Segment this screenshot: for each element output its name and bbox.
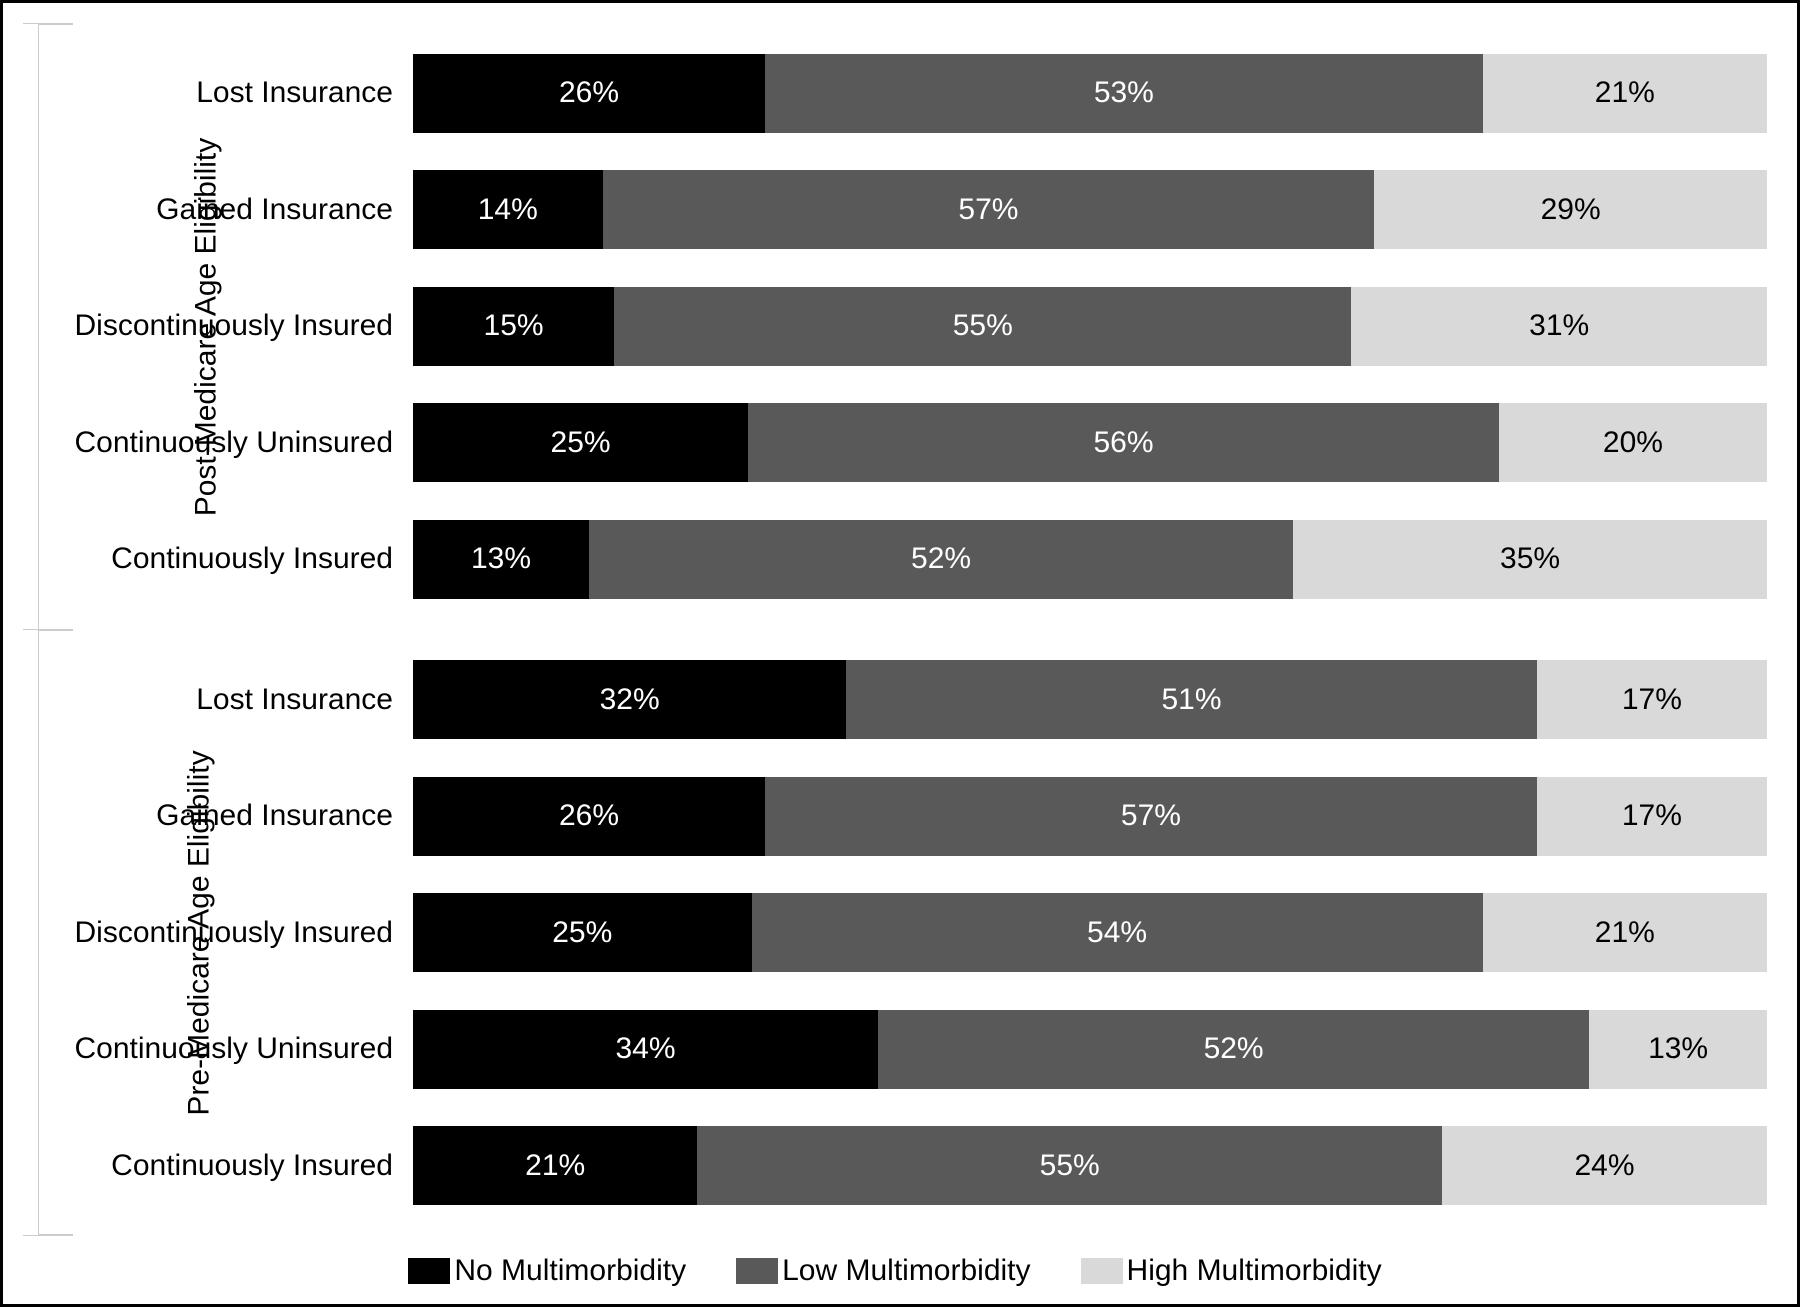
bar-track: 25%54%21% [413,893,1767,972]
bar-segment-high: 31% [1351,287,1767,366]
bar-track: 15%55%31% [413,287,1767,366]
bar-row: Continuously Insured21%55%24% [73,1108,1767,1225]
bar-segment-no: 15% [413,287,614,366]
bar-segment-low: 56% [748,403,1499,482]
bar-segment-high: 17% [1537,660,1767,739]
bar-segment-high: 17% [1537,777,1767,856]
bar-segment-no: 26% [413,777,765,856]
bar-segment-low: 52% [878,1010,1589,1089]
legend-item-high: High Multimorbidity [1081,1254,1382,1288]
bar-segment-high: 35% [1293,520,1767,599]
legend-item-low: Low Multimorbidity [736,1254,1030,1288]
group-rows: Lost Insurance26%53%21%Gained Insurance1… [73,23,1767,630]
row-label: Continuously Insured [73,542,413,576]
group-label: Pre-Medicare Age Eligibility [183,750,217,1115]
group-axis-bracket [38,24,73,629]
row-label: Discontinuously Insured [73,916,413,950]
row-label: Discontinuously Insured [73,309,413,343]
bar-row: Lost Insurance26%53%21% [73,35,1767,152]
bar-segment-low: 51% [846,660,1537,739]
legend-swatch [408,1258,450,1284]
bar-segment-high: 29% [1374,170,1767,249]
bar-segment-no: 25% [413,893,752,972]
group-axis-block: Post-Medicare Age Eligibility [23,23,73,629]
bar-segment-no: 25% [413,403,748,482]
bar-segment-high: 24% [1442,1126,1767,1205]
bar-track: 25%56%20% [413,403,1767,482]
bar-track: 13%52%35% [413,520,1767,599]
bar-track: 26%53%21% [413,54,1767,133]
bar-segment-low: 55% [614,287,1351,366]
group-label: Post-Medicare Age Eligibility [189,137,223,516]
group-axis-bracket [38,630,73,1235]
row-label: Continuously Insured [73,1149,413,1183]
row-label: Continuously Uninsured [73,1032,413,1066]
legend: No Multimorbidity Low Multimorbidity High … [23,1236,1767,1294]
bar-segment-low: 57% [603,170,1375,249]
bar-row: Gained Insurance26%57%17% [73,758,1767,875]
bar-segment-high: 21% [1483,893,1767,972]
bar-segment-low: 55% [697,1126,1442,1205]
bar-segment-no: 14% [413,170,603,249]
bar-track: 14%57%29% [413,170,1767,249]
legend-item-no: No Multimorbidity [408,1254,686,1288]
legend-label: No Multimorbidity [454,1254,686,1288]
bar-row: Continuously Uninsured25%56%20% [73,385,1767,502]
bar-segment-no: 26% [413,54,765,133]
row-label: Lost Insurance [73,683,413,717]
bar-row: Lost Insurance32%51%17% [73,642,1767,759]
chart-body: Post-Medicare Age EligibilityPre-Medicar… [23,23,1767,1236]
bar-segment-high: 21% [1483,54,1767,133]
bar-track: 26%57%17% [413,777,1767,856]
bar-track: 21%55%24% [413,1126,1767,1205]
bar-row: Continuously Insured13%52%35% [73,501,1767,618]
bar-segment-no: 32% [413,660,846,739]
bar-track: 32%51%17% [413,660,1767,739]
bar-segment-low: 57% [765,777,1537,856]
bar-segment-high: 20% [1499,403,1767,482]
bar-row: Continuously Uninsured34%52%13% [73,991,1767,1108]
bar-row: Discontinuously Insured15%55%31% [73,268,1767,385]
bar-segment-no: 13% [413,520,589,599]
bar-segment-low: 53% [765,54,1483,133]
row-label: Lost Insurance [73,76,413,110]
row-label: Gained Insurance [73,193,413,227]
legend-swatch [1081,1258,1123,1284]
bar-segment-low: 54% [752,893,1483,972]
legend-label: Low Multimorbidity [782,1254,1030,1288]
group-axis-block: Pre-Medicare Age Eligibility [23,629,73,1236]
bar-track: 34%52%13% [413,1010,1767,1089]
rows-column: Lost Insurance26%53%21%Gained Insurance1… [73,23,1767,1236]
legend-swatch [736,1258,778,1284]
legend-label: High Multimorbidity [1127,1254,1382,1288]
row-label: Continuously Uninsured [73,426,413,460]
bar-segment-low: 52% [589,520,1293,599]
bar-segment-no: 34% [413,1010,878,1089]
group-axis: Post-Medicare Age EligibilityPre-Medicar… [23,23,73,1236]
row-label: Gained Insurance [73,799,413,833]
bar-segment-no: 21% [413,1126,697,1205]
bar-row: Gained Insurance14%57%29% [73,152,1767,269]
bar-segment-high: 13% [1589,1010,1767,1089]
group-rows: Lost Insurance32%51%17%Gained Insurance2… [73,630,1767,1237]
bar-row: Discontinuously Insured25%54%21% [73,875,1767,992]
chart-frame: Post-Medicare Age EligibilityPre-Medicar… [0,0,1800,1307]
